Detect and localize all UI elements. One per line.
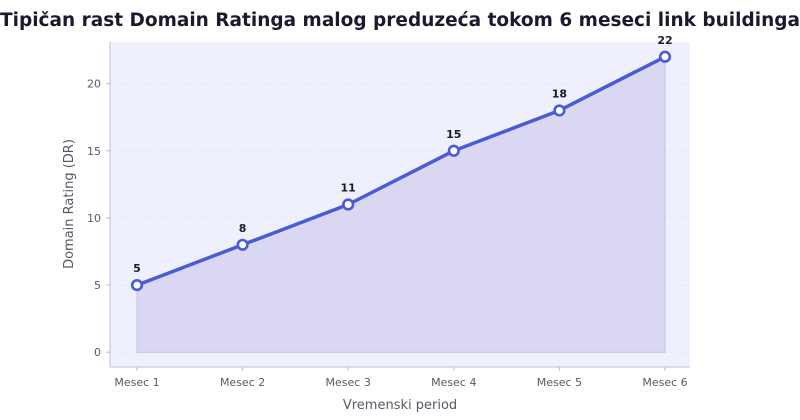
data-label-5: 18	[552, 87, 567, 100]
x-tick-label-5: Mesec 6	[642, 376, 687, 389]
y-axis-label: Domain Rating (DR)	[62, 139, 77, 269]
chart-title: Tipičan rast Domain Ratinga malog preduz…	[0, 10, 800, 31]
data-label-3: 11	[341, 182, 356, 195]
y-tick-label-2: 10	[87, 212, 101, 225]
x-axis-label: Vremenski period	[343, 398, 457, 413]
data-label-4: 15	[446, 128, 461, 141]
data-point-5	[553, 104, 566, 117]
data-point-4	[447, 144, 460, 157]
data-label-2: 8	[239, 222, 247, 235]
data-point-1	[130, 278, 144, 292]
data-label-1: 5	[133, 262, 141, 275]
data-points	[130, 50, 672, 292]
series-line	[135, 55, 667, 287]
data-labels: 5 8 11 15 18 22	[133, 34, 672, 275]
data-point-3	[342, 198, 355, 211]
x-tick-label-4: Mesec 5	[537, 376, 582, 389]
series-line-group	[135, 55, 667, 287]
y-tick-label-3: 15	[87, 145, 101, 158]
data-point-6	[658, 50, 672, 63]
data-point-2	[236, 238, 249, 251]
x-axis-ticks: Mesec 1 Mesec 2 Mesec 3 Mesec 4 Mesec 5 Mesec…	[114, 367, 688, 389]
y-axis-ticks: 0 5 10 15 20	[87, 78, 110, 359]
x-tick-label-0: Mesec 1	[114, 376, 159, 389]
x-tick-label-3: Mesec 4	[431, 376, 476, 389]
data-label-6: 22	[657, 34, 672, 47]
x-tick-label-2: Mesec 3	[326, 376, 371, 389]
y-tick-label-0: 0	[94, 346, 101, 359]
x-tick-label-1: Mesec 2	[220, 376, 265, 389]
axes	[109, 42, 690, 368]
y-tick-label-1: 5	[94, 279, 101, 292]
y-tick-label-4: 20	[87, 78, 101, 91]
